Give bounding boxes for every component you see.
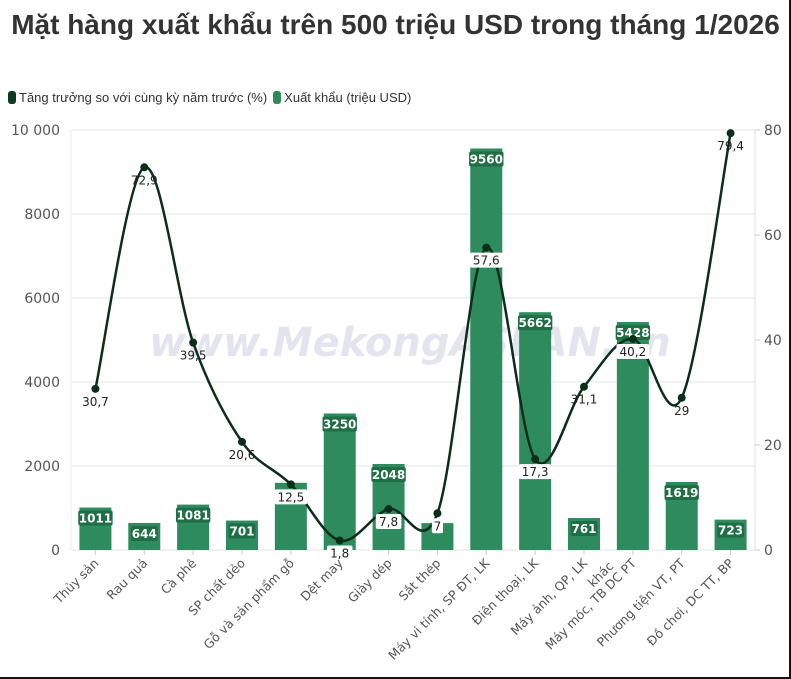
x-category-label: Gỗ và sản phẩm gỗ [200, 556, 297, 653]
y-tick-right: 20 [764, 438, 782, 454]
bar-value-label: 9560 [470, 152, 503, 166]
y-tick-left: 4000 [24, 375, 60, 391]
bar-value-label: 723 [718, 524, 743, 538]
x-category-label: Cà phê [158, 555, 200, 597]
legend-label-growth: Tăng trưởng so với cùng kỳ năm trước (%) [19, 90, 268, 105]
legend-label-export: Xuất khẩu (triệu USD) [284, 90, 412, 105]
line-label-bg [431, 518, 444, 534]
line-point[interactable] [189, 338, 198, 347]
legend-swatch-growth [8, 91, 16, 104]
bar-label-bg [78, 510, 113, 526]
legend-item-export[interactable]: Xuất khẩu (triệu USD) [273, 90, 411, 105]
bar-value-label: 761 [571, 522, 596, 536]
y-tick-left: 0 [51, 543, 60, 559]
line-point[interactable] [677, 393, 686, 402]
x-category-label: Giày dép [345, 555, 395, 605]
line-value-label: 72,9 [131, 173, 158, 187]
bar-value-label: 5428 [616, 326, 649, 340]
bar-value-label: 2048 [372, 468, 405, 482]
line-value-label: 31,1 [571, 393, 598, 407]
line-label-bg [274, 489, 308, 505]
bar-label-bg [175, 507, 211, 523]
y-tick-left: 10 000 [11, 123, 60, 139]
line-value-label: 7 [434, 519, 442, 533]
bar[interactable] [470, 148, 503, 551]
line-value-label: 57,6 [473, 254, 500, 268]
line-point[interactable] [628, 334, 637, 343]
line-point[interactable] [286, 480, 295, 489]
y-tick-left: 8000 [24, 207, 60, 223]
line-value-label: 40,2 [619, 345, 646, 359]
line-label-bg [616, 343, 650, 359]
legend-swatch-export [273, 91, 282, 104]
line-value-label: 1,8 [330, 547, 349, 561]
watermark: www.MekongASEAN.vn [149, 320, 670, 366]
bar-label-bg [371, 466, 406, 482]
bar-label-bg [469, 151, 504, 167]
line-value-label: 12,5 [277, 490, 304, 504]
line-value-label: 17,3 [522, 465, 549, 479]
line-value-label: 30,7 [82, 395, 109, 409]
line-point[interactable] [433, 509, 442, 518]
legend-item-growth[interactable]: Tăng trưởng so với cùng kỳ năm trước (%) [8, 90, 267, 105]
line-label-bg [469, 252, 503, 268]
bar-label-bg [664, 485, 699, 501]
y-tick-right: 0 [764, 543, 773, 559]
y-tick-right: 80 [764, 123, 782, 139]
bar-label-bg [717, 522, 744, 538]
line-point[interactable] [726, 129, 735, 138]
bar-value-label: 701 [229, 525, 254, 539]
bar[interactable] [519, 312, 552, 550]
bar-value-label: 1081 [176, 509, 209, 523]
line-value-label: 7,8 [379, 515, 398, 529]
bar-value-label: 644 [132, 527, 157, 541]
y-tick-left: 6000 [24, 291, 60, 307]
line-label-bg [326, 545, 353, 561]
line-point[interactable] [531, 455, 540, 464]
legend: Tăng trưởng so với cùng kỳ năm trước (%)… [8, 90, 411, 105]
bar[interactable] [323, 413, 356, 551]
x-category-label: Rau quả [103, 556, 150, 603]
y-tick-left: 2000 [24, 459, 60, 475]
chart-title: Mặt hàng xuất khẩu trên 500 triệu USD tr… [11, 9, 780, 40]
line-point[interactable] [91, 384, 100, 393]
x-category-label: Sắt thép [396, 555, 444, 603]
line-point[interactable] [140, 163, 149, 172]
line-point[interactable] [238, 437, 246, 446]
line-label-bg [518, 464, 552, 480]
x-category-label: Thủy sản [50, 556, 102, 608]
bar-value-label: 3250 [323, 418, 356, 432]
line-label-bg [375, 514, 402, 530]
x-category-label: Đồ chơi, DC TT, BP [644, 555, 737, 648]
bar[interactable] [616, 322, 649, 550]
bar-value-label: 1011 [79, 512, 112, 526]
line-point[interactable] [580, 382, 588, 391]
bar-label-bg [570, 521, 598, 537]
x-category-label: Dệt may [297, 555, 346, 604]
bar-label-bg [615, 325, 651, 341]
y-tick-right: 40 [764, 333, 782, 349]
line-point[interactable] [335, 536, 344, 545]
line-value-label: 29 [674, 404, 689, 418]
bar-value-label: 1619 [665, 486, 698, 500]
bar-value-label: 5662 [518, 316, 551, 330]
line-value-label: 20,6 [229, 448, 256, 462]
line-point[interactable] [384, 505, 393, 514]
line-value-label: 79,4 [717, 139, 744, 153]
bar-label-bg [130, 525, 158, 541]
line-point[interactable] [482, 243, 491, 252]
y-tick-right: 60 [764, 228, 782, 244]
bar-label-bg [322, 416, 357, 432]
bar-label-bg [228, 523, 256, 539]
line-value-label: 39,5 [180, 349, 207, 363]
bar-label-bg [517, 315, 553, 331]
